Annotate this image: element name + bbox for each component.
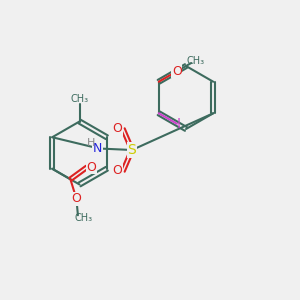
Text: O: O: [112, 122, 122, 136]
Text: S: S: [128, 143, 136, 157]
Text: I: I: [177, 117, 181, 131]
Text: O: O: [172, 65, 182, 78]
Text: N: N: [93, 142, 102, 155]
Text: O: O: [71, 192, 81, 205]
Text: H: H: [87, 137, 96, 148]
Text: O: O: [112, 164, 122, 178]
Text: CH₃: CH₃: [70, 94, 88, 104]
Text: CH₃: CH₃: [187, 56, 205, 67]
Text: O: O: [86, 161, 96, 174]
Text: CH₃: CH₃: [74, 213, 92, 223]
